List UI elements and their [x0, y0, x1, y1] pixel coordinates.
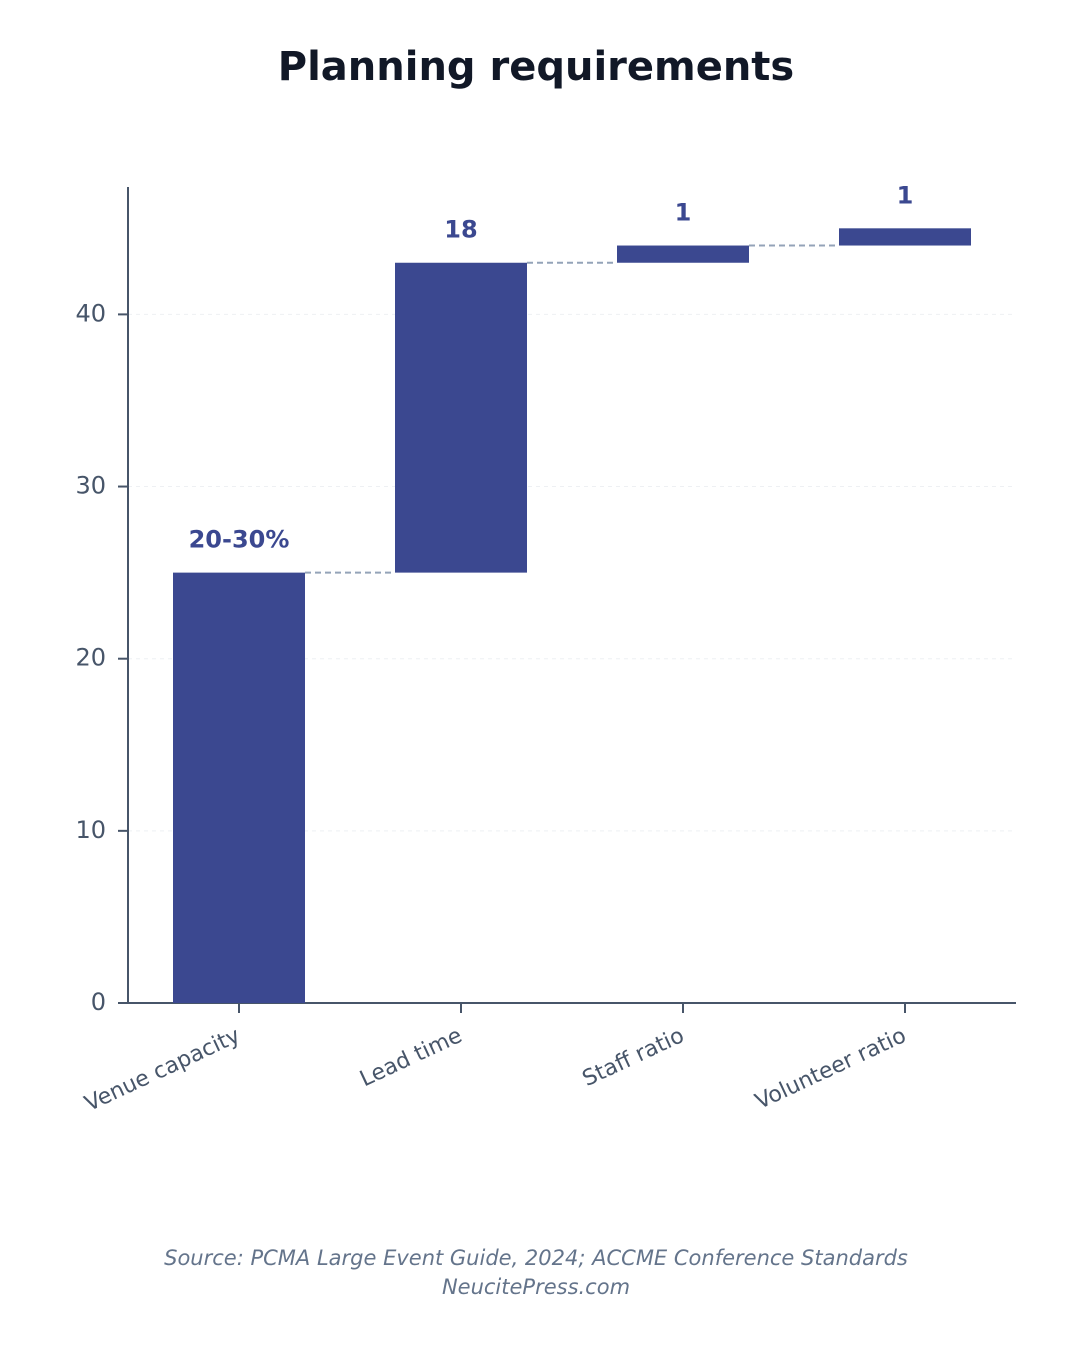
bar [395, 262, 527, 573]
value-label: 20-30% [189, 526, 290, 554]
bar [839, 228, 971, 246]
footer: NeucitePress.com [442, 1275, 630, 1299]
y-tick-label: 0 [91, 988, 106, 1016]
y-tick-label: 30 [75, 472, 106, 500]
value-label: 1 [675, 199, 692, 227]
value-label: 1 [897, 181, 914, 209]
bar [617, 245, 749, 263]
bar [173, 572, 305, 1003]
y-tick-label: 10 [75, 816, 106, 844]
y-tick-label: 40 [75, 299, 106, 327]
chart-title: Planning requirements [278, 44, 794, 90]
y-tick-label: 20 [75, 644, 106, 672]
source: Source: PCMA Large Event Guide, 2024; AC… [164, 1246, 908, 1270]
value-label: 18 [444, 216, 477, 244]
